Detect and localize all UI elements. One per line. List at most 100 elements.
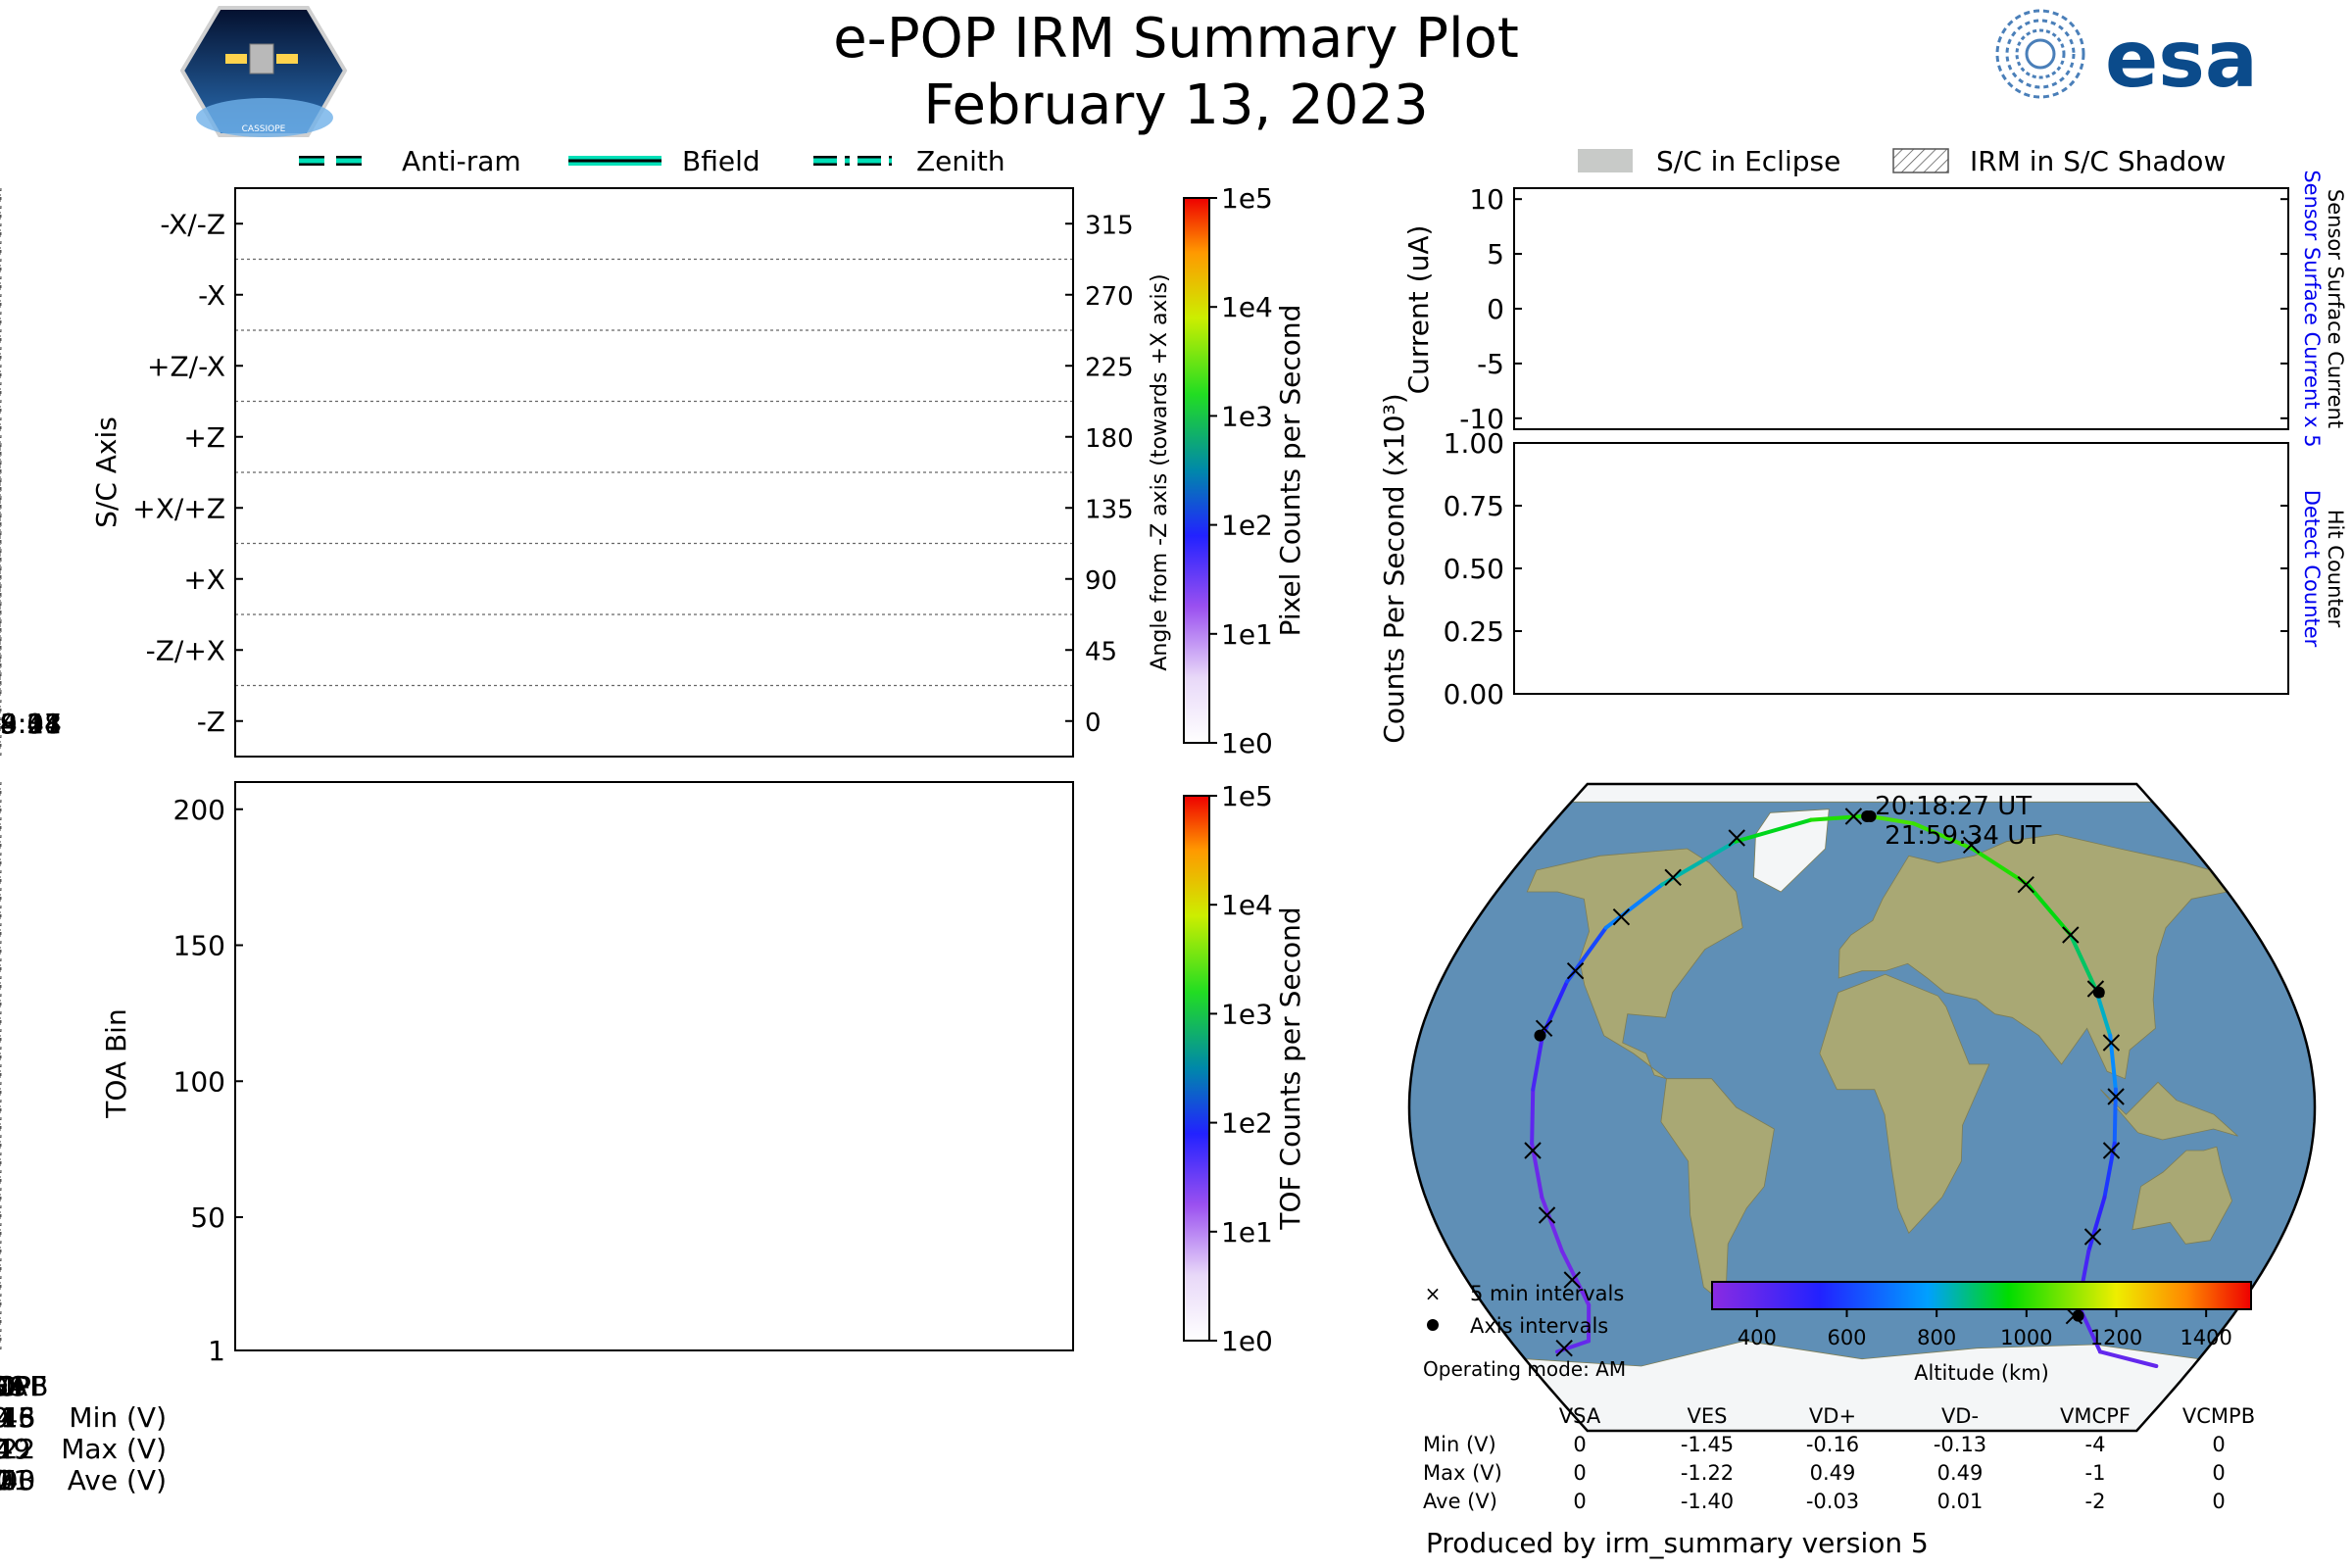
south-america [1660, 1078, 1775, 1306]
orbit-track-segment [1540, 1195, 1564, 1253]
legend-zenith: Zenith [916, 145, 1005, 177]
orbit-map: 20:18:27 UT 21:59:34 UT [1407, 782, 2317, 1433]
stats-cell: -1 [2085, 1461, 2106, 1485]
five-min-marker [1538, 1206, 1556, 1224]
north-america [1526, 848, 1743, 1080]
stats-row-label: Max (V) [1423, 1461, 1502, 1485]
current-panel: 10 5 0 -5 -10 Current (uA) Sensor Surface Cu… [0, 170, 2347, 448]
pixel-colorbar: 1e0 1e1 1e2 1e3 1e4 1e5 Pixel Counts per Seco… [1183, 182, 1306, 760]
esa-logo-text: esa [2105, 14, 2258, 105]
legend-five-min: 5 min intervals [1470, 1282, 1624, 1305]
ephem-cell: 0.49 [0, 1433, 30, 1465]
counts-xtick-label: 21:09:01 [0, 708, 62, 740]
sc-axis-panel: -Z 0 -Z/+X 45 +X 90 +X/+Z 135 +Z 180 +Z/-X 225 -X 270… [0, 187, 1172, 758]
toa-tick-label: 1 [208, 1335, 225, 1367]
stats-row-label: Ave (V) [1423, 1490, 1497, 1513]
stats-header: VD+ [1809, 1404, 1856, 1428]
ephem-cell: 0 [0, 1401, 9, 1434]
toa-tick-label: 50 [190, 1201, 225, 1234]
axis-interval-marker [2092, 986, 2105, 999]
sc-axis-grid [0, 187, 1073, 757]
counts-tick-label: 0.25 [1444, 615, 1504, 648]
operating-mode: Operating mode: AM [1423, 1357, 1626, 1381]
sc-axis-y2label: Angle from -Z axis (towards +X axis) [1148, 273, 1172, 670]
five-min-marker [1962, 836, 1981, 855]
ephem-row-label: Min (V) [69, 1401, 167, 1434]
cassiope-logo-text: CASSIOPE [242, 124, 286, 134]
altitude-tick-label: 1400 [2180, 1326, 2231, 1349]
current-tick-label: 0 [1487, 293, 1504, 325]
sc-axis-ylabel: S/C Axis [90, 416, 122, 528]
five-min-marker [2017, 875, 2034, 894]
colorbar-tick-label: 1e3 [1221, 998, 1273, 1030]
ephem-cell: -0.16 [0, 1401, 35, 1434]
stats-cell: 0 [1573, 1461, 1586, 1485]
axis-interval-marker [1864, 810, 1877, 822]
stats-header: VSA [1559, 1404, 1601, 1428]
ephem-cell: -4 [0, 1401, 14, 1434]
sc-axis-frame [234, 187, 1074, 758]
five-min-marker [1664, 868, 1682, 887]
five-min-marker [2062, 926, 2080, 944]
current-tick-label: -5 [1477, 348, 1504, 380]
ephem-cell: -1.45 [0, 1401, 35, 1434]
current-tick-label: 10 [1469, 183, 1504, 216]
current-right-label-x5: Sensor Surface Current x 5 [2300, 170, 2324, 447]
sc-axis-angle-tick: 315 [1085, 211, 1134, 240]
five-min-marker [1728, 829, 1745, 847]
axis-interval-marker [1427, 1319, 1439, 1331]
sc-axis-angle-tick: 180 [1085, 424, 1134, 454]
legend-sc-axis: Anti-ram Bfield Zenith [299, 145, 1005, 177]
stats-cell: -1.40 [1681, 1490, 1734, 1513]
stats-cell: -0.03 [1806, 1490, 1859, 1513]
ephem-time-label: VES [0, 1370, 26, 1402]
sc-axis-tick-label: +Z [183, 421, 225, 454]
five-min-marker [1563, 1271, 1581, 1289]
stats-cell: -2 [2085, 1490, 2106, 1513]
orbit-start-label: 20:18:27 UT [1875, 792, 2032, 821]
ephem-time-label: VSA [0, 1370, 27, 1402]
counts-frame [1513, 442, 2289, 695]
colorbar-tick-label: 1e3 [1221, 400, 1273, 432]
sc-axis-ticks: -Z 0 -Z/+X 45 +X 90 +X/+Z 135 +Z 180 +Z/-X 225 -X 270… [132, 208, 1133, 738]
counts-xtick-label: 21:59:34 [0, 708, 62, 740]
toa-tick-label: 150 [173, 930, 225, 962]
legend-shadow: IRM in S/C Shadow [1970, 145, 2226, 177]
five-min-marker [2102, 1142, 2121, 1159]
stats-cell: -0.16 [1806, 1433, 1859, 1456]
current-frame [1513, 187, 2289, 430]
ephem-time-label: VD- [0, 1370, 24, 1402]
counts-xtick-label: 20:18:27 [0, 708, 62, 740]
altitude-tick-label: 600 [1827, 1326, 1866, 1349]
sc-axis-angle-tick: 225 [1085, 353, 1134, 382]
altitude-colorbar: 400 600 800 1000 1200 1400 Altitude (km) [1711, 1281, 2252, 1385]
orbit-track-segment [1531, 1033, 1545, 1092]
sc-axis-tick-label: +Z/-X [147, 350, 225, 382]
colorbar-tick-label: 1e4 [1221, 291, 1273, 323]
page-title: e-POP IRM Summary Plot [833, 7, 1519, 71]
sc-axis-tick-label: -X [198, 279, 225, 312]
five-min-marker [1612, 907, 1631, 926]
stats-cell: 0.49 [1937, 1461, 1984, 1485]
sc-axis-tick-label: -Z [197, 706, 225, 738]
counts-xtick-label: 21:34:18 [0, 708, 62, 740]
stats-header: VCMPB [2182, 1404, 2255, 1428]
ephem-row-label: Ave (V) [68, 1464, 167, 1496]
pixel-colorbar-label: Pixel Counts per Second [1274, 305, 1306, 637]
counts-ylabel: Counts Per Second (x10³) [1378, 393, 1410, 743]
counts-tick-label: 0.00 [1444, 678, 1504, 710]
ephem-cell: -1 [0, 1433, 14, 1465]
orbit-track-segment [1603, 882, 1664, 930]
altitude-tick-label: 400 [1738, 1326, 1777, 1349]
sc-axis-angle-tick: 45 [1085, 637, 1117, 666]
ephem-cell: -1.22 [0, 1433, 35, 1465]
legend-eclipse: S/C in Eclipse [1656, 145, 1840, 177]
altitude-colorbar-label: Altitude (km) [1914, 1361, 2049, 1385]
altitude-tick-label: 800 [1917, 1326, 1956, 1349]
ephem-row-label: Max (V) [61, 1433, 167, 1465]
orbit-track-segment [2097, 1349, 2159, 1368]
sc-axis-tick-label: +X [183, 564, 225, 596]
colorbar-tick-label: 1e2 [1221, 1107, 1273, 1140]
ephem-cell: 0.49 [0, 1433, 30, 1465]
orbit-end-label: 21:59:34 UT [1885, 821, 2041, 851]
